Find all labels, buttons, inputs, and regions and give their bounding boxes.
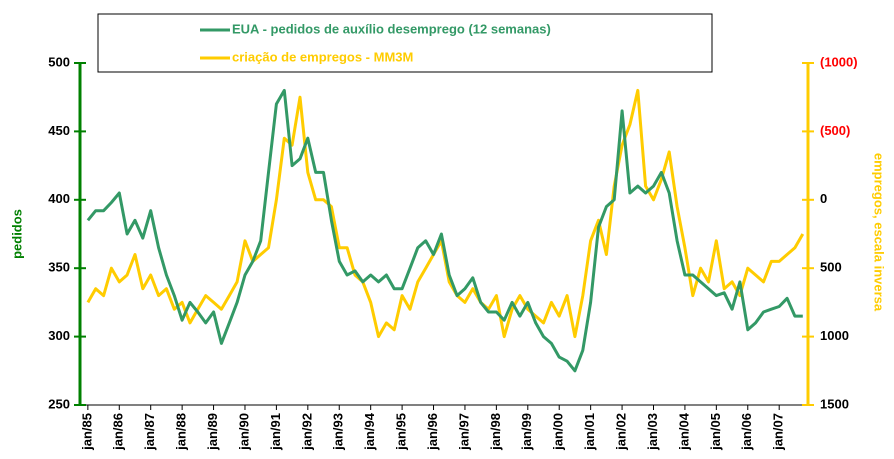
x-tick-label: jan/93 bbox=[331, 413, 346, 451]
y2-axis-title: empregos, escala inversa bbox=[872, 153, 887, 312]
y2-tick-label: 1500 bbox=[820, 396, 849, 411]
y-tick-label: 500 bbox=[48, 54, 70, 69]
x-tick-label: jan/96 bbox=[425, 413, 440, 451]
x-tick-label: jan/98 bbox=[488, 413, 503, 451]
x-tick-label: jan/03 bbox=[645, 413, 660, 451]
y-tick-label: 400 bbox=[48, 191, 70, 206]
x-tick-label: jan/87 bbox=[142, 413, 157, 451]
x-tick-label: jan/04 bbox=[676, 412, 691, 451]
y2-tick-label: (1000) bbox=[820, 54, 858, 69]
y-tick-label: 350 bbox=[48, 260, 70, 275]
x-tick-label: jan/06 bbox=[739, 413, 754, 451]
x-tick-label: jan/89 bbox=[205, 413, 220, 451]
y2-tick-label: 0 bbox=[820, 191, 827, 206]
y2-tick-label: (500) bbox=[820, 123, 850, 138]
y-tick-label: 300 bbox=[48, 328, 70, 343]
x-tick-label: jan/99 bbox=[519, 413, 534, 451]
x-tick-label: jan/01 bbox=[582, 413, 597, 451]
x-tick-label: jan/05 bbox=[708, 413, 723, 451]
x-tick-label: jan/88 bbox=[174, 413, 189, 451]
legend-label: EUA - pedidos de auxílio desemprego (12 … bbox=[232, 21, 551, 36]
x-tick-label: jan/86 bbox=[111, 413, 126, 451]
y-tick-label: 450 bbox=[48, 123, 70, 138]
y2-tick-label: 1000 bbox=[820, 328, 849, 343]
x-tick-label: jan/94 bbox=[362, 412, 377, 451]
x-tick-label: jan/90 bbox=[236, 413, 251, 451]
x-tick-label: jan/07 bbox=[771, 413, 786, 451]
x-tick-label: jan/02 bbox=[614, 413, 629, 451]
series-line bbox=[86, 88, 803, 373]
y-tick-label: 250 bbox=[48, 396, 70, 411]
x-tick-label: jan/97 bbox=[456, 413, 471, 451]
x-tick-label: jan/00 bbox=[551, 413, 566, 451]
legend: EUA - pedidos de auxílio desemprego (12 … bbox=[200, 21, 551, 64]
x-tick-label: jan/85 bbox=[79, 413, 94, 451]
x-tick-label: jan/91 bbox=[268, 413, 283, 451]
y-axis-title: pedidos bbox=[9, 209, 24, 259]
series-line bbox=[86, 88, 805, 339]
x-tick-label: jan/95 bbox=[394, 413, 409, 451]
x-tick-label: jan/92 bbox=[299, 413, 314, 451]
legend-box bbox=[97, 13, 713, 73]
y2-tick-label: 500 bbox=[820, 260, 842, 275]
legend-label: criação de empregos - MM3M bbox=[232, 49, 413, 64]
